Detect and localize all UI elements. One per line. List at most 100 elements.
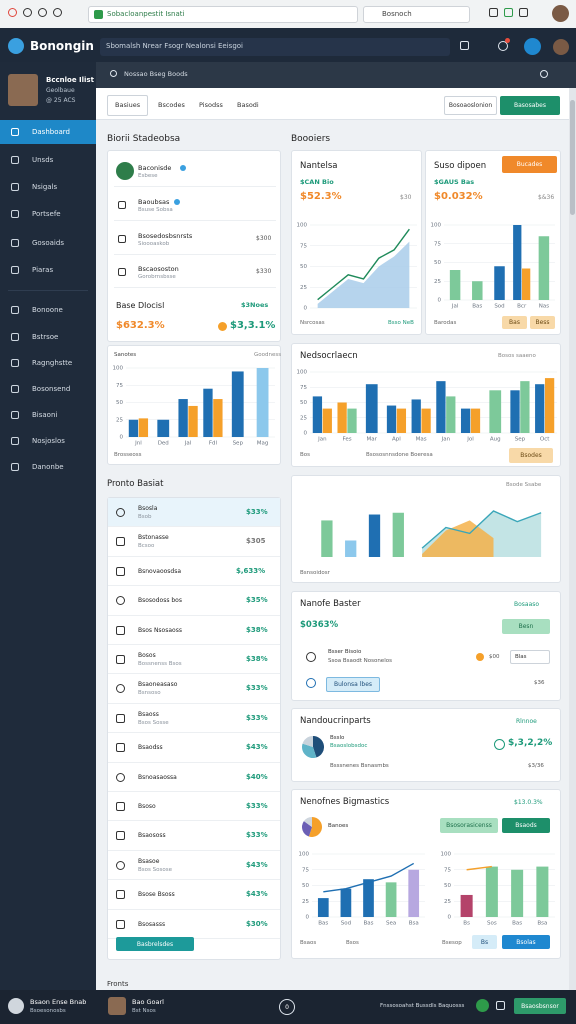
list-row[interactable]: Bosos Bossnenss Bsos $38%	[108, 645, 280, 675]
list-row[interactable]: Bsaodss $43%	[108, 733, 280, 763]
menu-item[interactable]: Portsefe	[0, 202, 96, 226]
menu-label: Bisaoni	[32, 411, 58, 419]
button[interactable]: Bs	[472, 935, 497, 949]
pie-slice	[308, 817, 322, 837]
menu-item[interactable]: Dashboard	[0, 120, 96, 144]
toggle-icon[interactable]	[306, 678, 316, 688]
line	[466, 865, 492, 871]
browser-button[interactable]	[8, 8, 17, 17]
card-note: $13.0.3%	[514, 799, 543, 806]
header-search[interactable]: Sbomalsh Nrear Fsogr Nealonsi Eeisgoi	[100, 38, 450, 56]
bar	[535, 384, 545, 433]
sub-icon[interactable]	[540, 70, 548, 78]
list-row[interactable]: Bsnovaoosdsa $,633%	[108, 557, 280, 587]
list-row[interactable]: Bsose Bsoss $43%	[108, 880, 280, 910]
tab[interactable]: Bscodes	[158, 101, 185, 109]
list-row[interactable]: Bsaoss Bsos Sosse $33%	[108, 704, 280, 734]
button[interactable]: Basbrelsdes	[116, 937, 194, 951]
row-icon	[116, 537, 125, 547]
browser-button[interactable]	[53, 8, 62, 17]
list-row[interactable]: Bstonasse Bcsoo $305	[108, 527, 280, 557]
list-row[interactable]: Bsosla Bsob $33%	[108, 498, 280, 528]
menu-item[interactable]: Piaras	[0, 258, 96, 282]
list-row[interactable]: Bsosodoss bos $35%	[108, 586, 280, 616]
row-sub: Bsob	[138, 514, 152, 520]
footer-icon[interactable]	[496, 1001, 505, 1010]
icon	[11, 385, 19, 393]
browser-icon[interactable]	[519, 8, 528, 17]
summary-value: $632.3%	[116, 320, 165, 331]
list-row[interactable]: Bsaososs $33%	[108, 821, 280, 851]
browser-icon[interactable]	[489, 8, 498, 17]
bar	[178, 399, 188, 437]
card: Suso dipoen Bucades $GAUS Bas $0.032% $&36 0 2…	[425, 150, 561, 335]
button[interactable]: Bsosorasicenss	[440, 818, 498, 833]
x-tick-label: Bas	[472, 304, 482, 310]
bar	[472, 281, 483, 300]
button[interactable]: Bsolas	[502, 935, 550, 949]
sub-search[interactable]: Nossao Bseg Boods	[124, 70, 188, 78]
dropdown[interactable]: Blas	[510, 650, 550, 664]
browser-button[interactable]	[23, 8, 32, 17]
list-row[interactable]: Bsoso $33%	[108, 792, 280, 822]
button[interactable]: Bas	[502, 316, 527, 329]
button[interactable]: Besn	[502, 619, 550, 634]
list-row[interactable]: Bsos Nsosaoss $38%	[108, 616, 280, 645]
tab[interactable]: Basodi	[237, 101, 259, 109]
browser-button[interactable]	[38, 8, 47, 17]
card-note: $&36	[538, 194, 555, 201]
y-tick-label: 0	[304, 306, 308, 312]
menu-label: Danonbe	[32, 463, 64, 471]
bar	[538, 236, 550, 300]
menu-item[interactable]: Bstrsoe	[0, 325, 96, 349]
url-bar[interactable]: Sobacloanpestit Isnati	[88, 6, 358, 23]
menu-item[interactable]: Bisaoni	[0, 403, 96, 427]
tab[interactable]: Basiues	[115, 101, 141, 109]
browser-icon[interactable]	[504, 8, 513, 17]
row-value: $30%	[246, 919, 268, 928]
button[interactable]: Bucades	[502, 156, 557, 173]
card-footer: Bsesop	[442, 940, 462, 946]
icon	[11, 128, 19, 136]
header-button[interactable]	[524, 38, 541, 55]
card-sub: $CAN Bio	[300, 178, 334, 186]
bar	[322, 408, 332, 433]
y-tick-label: 100	[431, 223, 442, 229]
button[interactable]: Bsaods	[502, 818, 550, 833]
x-tick-label: Sep	[515, 437, 526, 443]
notification-icon[interactable]	[498, 41, 508, 51]
x-tick-label: Jan	[441, 437, 451, 443]
list-row[interactable]: Bsaoneasaso Bsnsoso $33%	[108, 674, 280, 704]
section-title: Pronto Basiat	[107, 479, 164, 489]
button[interactable]: Bsaosbsnsor	[514, 998, 566, 1014]
menu-item[interactable]: Nsigals	[0, 175, 96, 199]
pie-slice	[302, 736, 313, 747]
button[interactable]: Basosabes	[500, 96, 560, 115]
bar	[363, 879, 374, 917]
menu-item[interactable]: Unsds	[0, 148, 96, 172]
button[interactable]: Bess	[530, 316, 555, 329]
menu-item[interactable]: Danonbe	[0, 455, 96, 479]
menu-item[interactable]: Bosonsend	[0, 377, 96, 401]
list-row[interactable]: Bsasoe Bsos Sosose $43%	[108, 851, 280, 881]
menu-item[interactable]: Nosjoslos	[0, 429, 96, 453]
menu-item[interactable]: Bonoone	[0, 298, 96, 322]
menu-label: Nosjoslos	[32, 437, 65, 445]
browser-search[interactable]: Bosnoch	[363, 6, 470, 23]
button[interactable]: Bulonsa lbes	[326, 677, 380, 692]
toggle-dot[interactable]	[476, 653, 484, 661]
row-name: Bsosodoss bos	[138, 597, 182, 605]
header-icon[interactable]	[460, 41, 469, 50]
tab[interactable]: Pisodss	[199, 101, 223, 109]
list-row[interactable]: Bsosasss $30%	[108, 910, 280, 939]
header-avatar[interactable]	[553, 39, 569, 55]
footer-icon	[476, 999, 489, 1012]
y-tick-label: 25	[300, 415, 307, 421]
menu-item[interactable]: Gosoaids	[0, 231, 96, 255]
menu-item[interactable]: Ragnghstte	[0, 351, 96, 375]
list-row[interactable]: Bsnoasaossa $40%	[108, 763, 280, 792]
pie-label: Banoes	[328, 823, 349, 829]
button[interactable]: Bsodes	[509, 448, 553, 463]
row-value: $38%	[246, 655, 268, 663]
button[interactable]: Bosoaoslonion	[444, 96, 497, 115]
